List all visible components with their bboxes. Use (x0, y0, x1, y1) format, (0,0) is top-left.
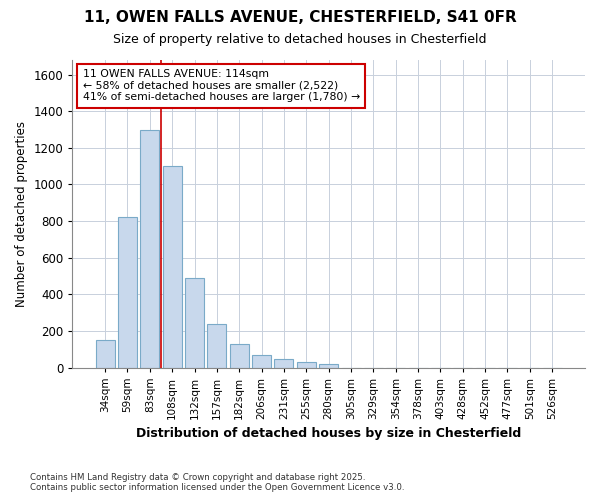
Text: 11, OWEN FALLS AVENUE, CHESTERFIELD, S41 0FR: 11, OWEN FALLS AVENUE, CHESTERFIELD, S41… (83, 10, 517, 25)
X-axis label: Distribution of detached houses by size in Chesterfield: Distribution of detached houses by size … (136, 427, 521, 440)
Bar (140, 130, 160, 368)
Bar (252, 354, 271, 368)
Text: Size of property relative to detached houses in Chesterfield: Size of property relative to detached ho… (113, 32, 487, 46)
Bar (274, 358, 293, 368)
Bar (95, 340, 115, 367)
Y-axis label: Number of detached properties: Number of detached properties (15, 121, 28, 307)
Bar (297, 362, 316, 368)
Text: 11 OWEN FALLS AVENUE: 114sqm
← 58% of detached houses are smaller (2,522)
41% of: 11 OWEN FALLS AVENUE: 114sqm ← 58% of de… (83, 69, 360, 102)
Bar (230, 344, 249, 367)
Bar (118, 218, 137, 368)
Bar (208, 324, 226, 368)
Bar (163, 166, 182, 368)
Text: Contains HM Land Registry data © Crown copyright and database right 2025.
Contai: Contains HM Land Registry data © Crown c… (30, 473, 404, 492)
Bar (185, 278, 204, 368)
Bar (319, 364, 338, 368)
